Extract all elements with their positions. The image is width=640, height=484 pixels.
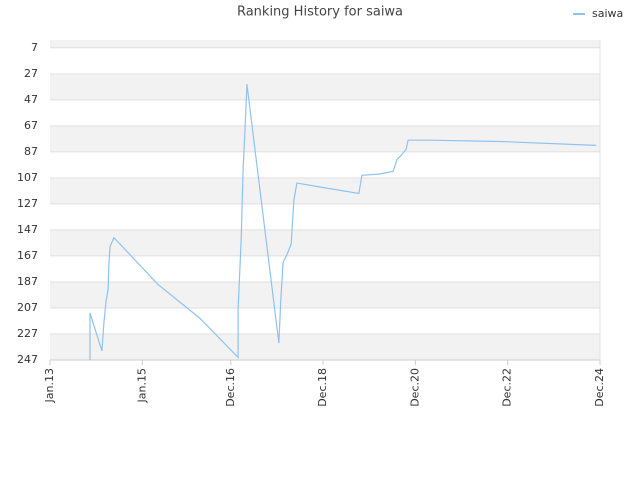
x-tick-label: Dec.22 [501,368,514,407]
x-tick-label: Dec.18 [316,368,329,407]
plot-stripe [50,307,600,334]
plot-stripe [50,47,600,74]
x-tick-label: Dec.16 [224,368,237,407]
y-tick-label: 67 [24,119,38,132]
plot-stripe [50,255,600,282]
x-tick-label: Dec.20 [408,368,421,407]
y-tick-label: 87 [24,145,38,158]
data-line [89,84,597,360]
y-tick-label: 107 [17,171,38,184]
y-tick-label: 27 [24,67,38,80]
plot-background [50,40,600,360]
plot-stripe [50,203,600,230]
y-tick-label: 207 [17,301,38,314]
legend-label: saiwa [592,7,623,20]
x-tick-label: Jan.13 [43,368,56,403]
x-tick-label: Dec.24 [593,368,606,407]
y-tick-label: 7 [31,41,38,54]
plot-stripe [50,151,600,178]
y-tick-label: 147 [17,223,38,236]
y-tick-label: 227 [17,327,38,340]
y-tick-label: 247 [17,353,38,366]
y-tick-label: 187 [17,275,38,288]
y-tick-label: 127 [17,197,38,210]
y-tick-label: 167 [17,249,38,262]
x-tick-label: Jan.15 [135,368,148,403]
y-tick-label: 47 [24,93,38,106]
chart-title: Ranking History for saiwa [237,5,403,20]
plot-stripe [50,99,600,126]
